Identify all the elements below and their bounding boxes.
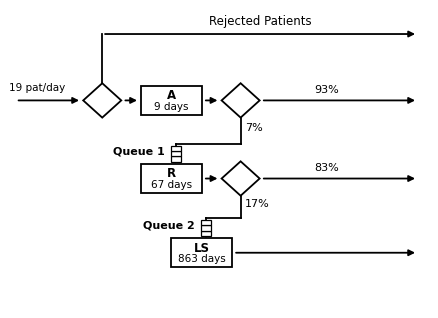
- Bar: [201, 231, 211, 236]
- Text: 67 days: 67 days: [151, 180, 192, 190]
- Text: Queue 1: Queue 1: [113, 147, 165, 157]
- Bar: [201, 225, 211, 231]
- Text: R: R: [167, 167, 176, 180]
- Bar: [141, 86, 202, 115]
- Bar: [171, 238, 232, 267]
- Bar: [201, 220, 211, 225]
- Bar: [171, 151, 180, 156]
- Text: A: A: [167, 89, 176, 102]
- Text: 93%: 93%: [314, 85, 339, 95]
- Polygon shape: [83, 83, 121, 118]
- Text: 19 pat/day: 19 pat/day: [9, 83, 66, 93]
- Text: 7%: 7%: [245, 123, 263, 133]
- Polygon shape: [222, 161, 260, 196]
- Text: 17%: 17%: [245, 199, 270, 209]
- Text: Queue 2: Queue 2: [143, 221, 195, 231]
- Text: Rejected Patients: Rejected Patients: [209, 15, 311, 28]
- Bar: [171, 156, 180, 162]
- Bar: [141, 164, 202, 193]
- Text: LS: LS: [194, 242, 210, 254]
- Text: 83%: 83%: [314, 163, 339, 173]
- Text: 863 days: 863 days: [178, 254, 226, 264]
- Bar: [171, 146, 180, 151]
- Polygon shape: [222, 83, 260, 118]
- Text: 9 days: 9 days: [154, 102, 189, 112]
